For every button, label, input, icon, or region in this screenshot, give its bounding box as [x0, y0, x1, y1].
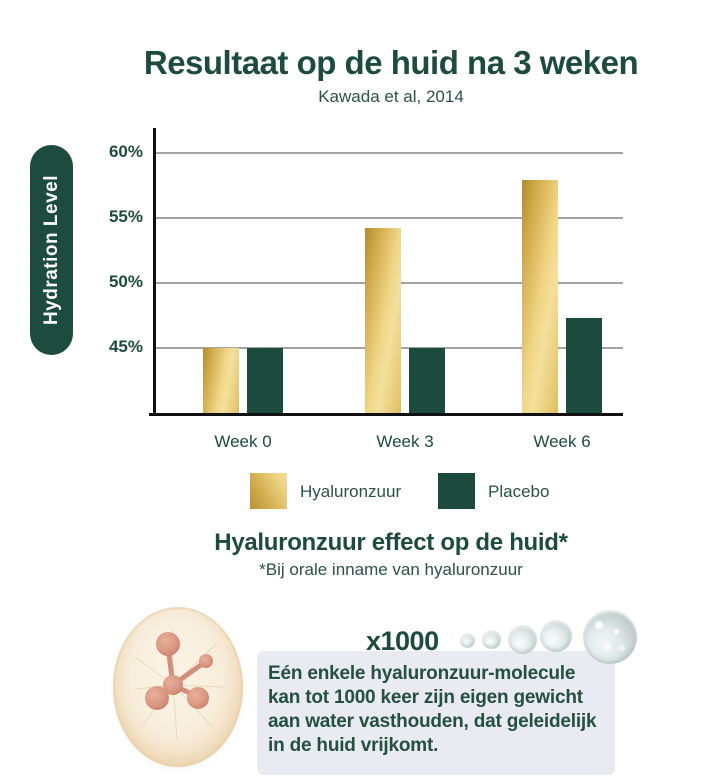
description-line: in de huid vrijkomt. — [268, 735, 439, 756]
y-tick-label: 50% — [108, 272, 143, 291]
page-title: Resultaat op de huid na 3 weken — [143, 44, 639, 81]
legend-label-hyaluronzuur: Hyaluronzuur — [300, 482, 402, 501]
water-droplet-icon — [583, 610, 637, 664]
description-line: kan tot 1000 keer zijn eigen gewicht — [268, 687, 583, 708]
water-droplet-icon — [460, 633, 475, 648]
description-line: Eén enkele hyaluronzuur-molecule — [268, 663, 576, 684]
bar-hyaluronzuur-week3 — [365, 228, 401, 413]
x-axis-line — [149, 413, 623, 416]
description-line: aan water vasthouden, dat geleidelijk — [268, 711, 597, 732]
legend-swatch-hyaluronzuur — [250, 473, 287, 509]
y-axis-label-pill: Hydration Level — [30, 145, 73, 355]
description-box — [257, 651, 615, 775]
gridline-60% — [155, 152, 623, 154]
water-droplet-icon — [482, 630, 501, 649]
bar-hyaluronzuur-week6 — [522, 180, 558, 413]
hyaluron-molecule-icon — [113, 607, 243, 767]
y-tick-label: 45% — [108, 337, 143, 356]
section-subheading: *Bij orale inname van hyaluronzuur — [259, 560, 523, 579]
x-tick-label: Week 6 — [533, 432, 591, 451]
gridline-55% — [155, 217, 623, 219]
bar-hyaluronzuur-week0 — [203, 348, 239, 413]
y-axis-label: Hydration Level — [40, 174, 62, 326]
molecule-graphic — [134, 629, 226, 740]
water-droplet-icon — [508, 625, 537, 654]
y-tick-label: 60% — [108, 142, 143, 161]
water-droplet-icon — [540, 620, 572, 652]
y-tick-label: 55% — [108, 207, 143, 226]
multiplier-label: x1000 — [366, 626, 439, 656]
bar-placebo-week6 — [566, 318, 602, 413]
description-text: Eén enkele hyaluronzuur-molecule kan tot… — [268, 662, 613, 758]
section-heading: Hyaluronzuur effect op de huid* — [214, 529, 568, 556]
x-tick-label: Week 0 — [214, 432, 272, 451]
legend-label-placebo: Placebo — [488, 482, 550, 501]
study-reference: Kawada et al, 2014 — [318, 87, 464, 106]
y-axis-line — [153, 128, 156, 416]
bar-placebo-week0 — [247, 348, 283, 413]
bar-placebo-week3 — [409, 348, 445, 413]
x-tick-label: Week 3 — [376, 432, 434, 451]
legend-swatch-placebo — [438, 473, 475, 509]
bar-chart: 60% 55% 50% 45% Week 0 Week 3 Week 6 — [109, 128, 623, 451]
